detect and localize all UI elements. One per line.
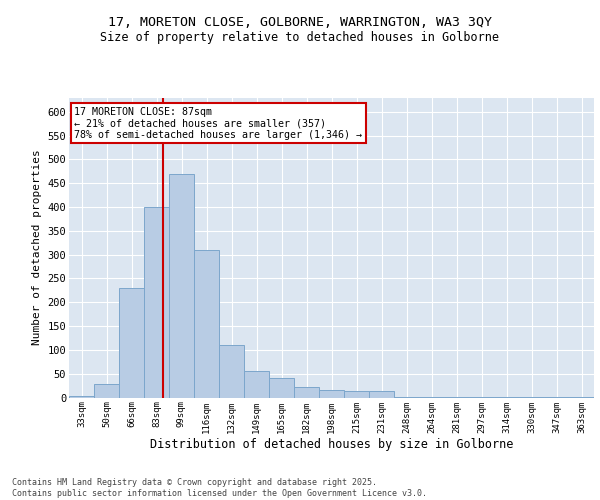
Bar xyxy=(119,288,144,398)
Y-axis label: Number of detached properties: Number of detached properties xyxy=(32,150,42,346)
Bar xyxy=(369,392,394,398)
Text: Size of property relative to detached houses in Golborne: Size of property relative to detached ho… xyxy=(101,31,499,44)
Bar xyxy=(344,392,369,398)
Bar xyxy=(219,345,244,398)
Bar xyxy=(544,396,569,398)
Bar xyxy=(444,396,469,398)
Bar xyxy=(94,384,119,398)
Text: 17 MORETON CLOSE: 87sqm
← 21% of detached houses are smaller (357)
78% of semi-d: 17 MORETON CLOSE: 87sqm ← 21% of detache… xyxy=(74,106,362,140)
Bar xyxy=(394,396,419,398)
X-axis label: Distribution of detached houses by size in Golborne: Distribution of detached houses by size … xyxy=(150,438,513,451)
Text: Contains HM Land Registry data © Crown copyright and database right 2025.
Contai: Contains HM Land Registry data © Crown c… xyxy=(12,478,427,498)
Bar xyxy=(194,250,219,398)
Bar xyxy=(319,390,344,398)
Bar xyxy=(419,396,444,398)
Bar xyxy=(294,387,319,398)
Bar xyxy=(244,372,269,398)
Bar xyxy=(144,207,169,398)
Text: 17, MORETON CLOSE, GOLBORNE, WARRINGTON, WA3 3QY: 17, MORETON CLOSE, GOLBORNE, WARRINGTON,… xyxy=(108,16,492,29)
Bar xyxy=(169,174,194,398)
Bar xyxy=(69,396,94,398)
Bar xyxy=(269,378,294,398)
